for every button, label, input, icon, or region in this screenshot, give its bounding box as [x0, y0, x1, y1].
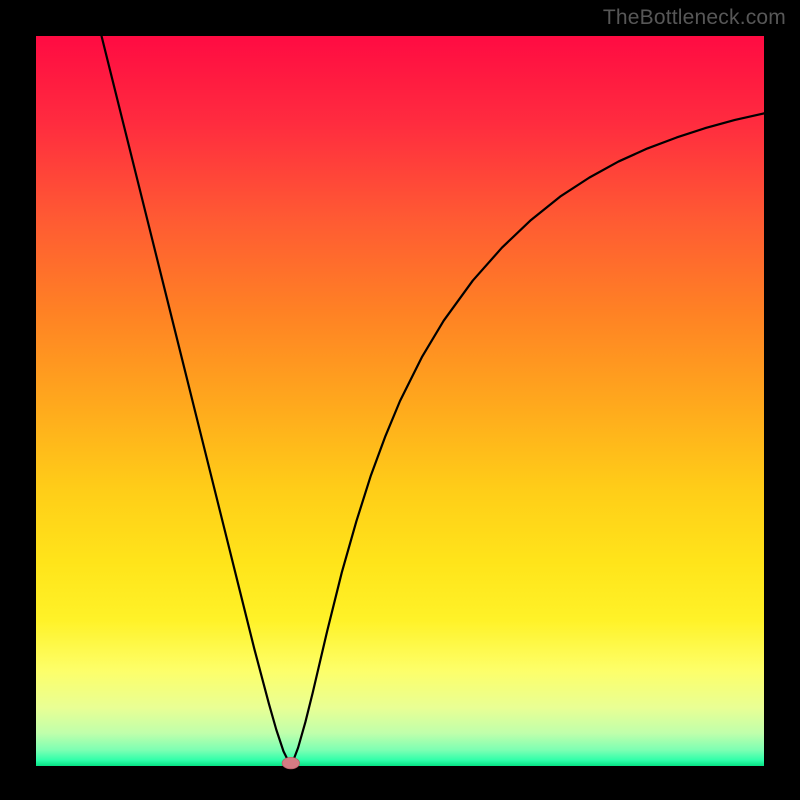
- watermark-text: TheBottleneck.com: [603, 6, 786, 30]
- chart-container: TheBottleneck.com: [0, 0, 800, 800]
- bottleneck-chart: [0, 0, 800, 800]
- optimal-point-marker: [282, 757, 299, 769]
